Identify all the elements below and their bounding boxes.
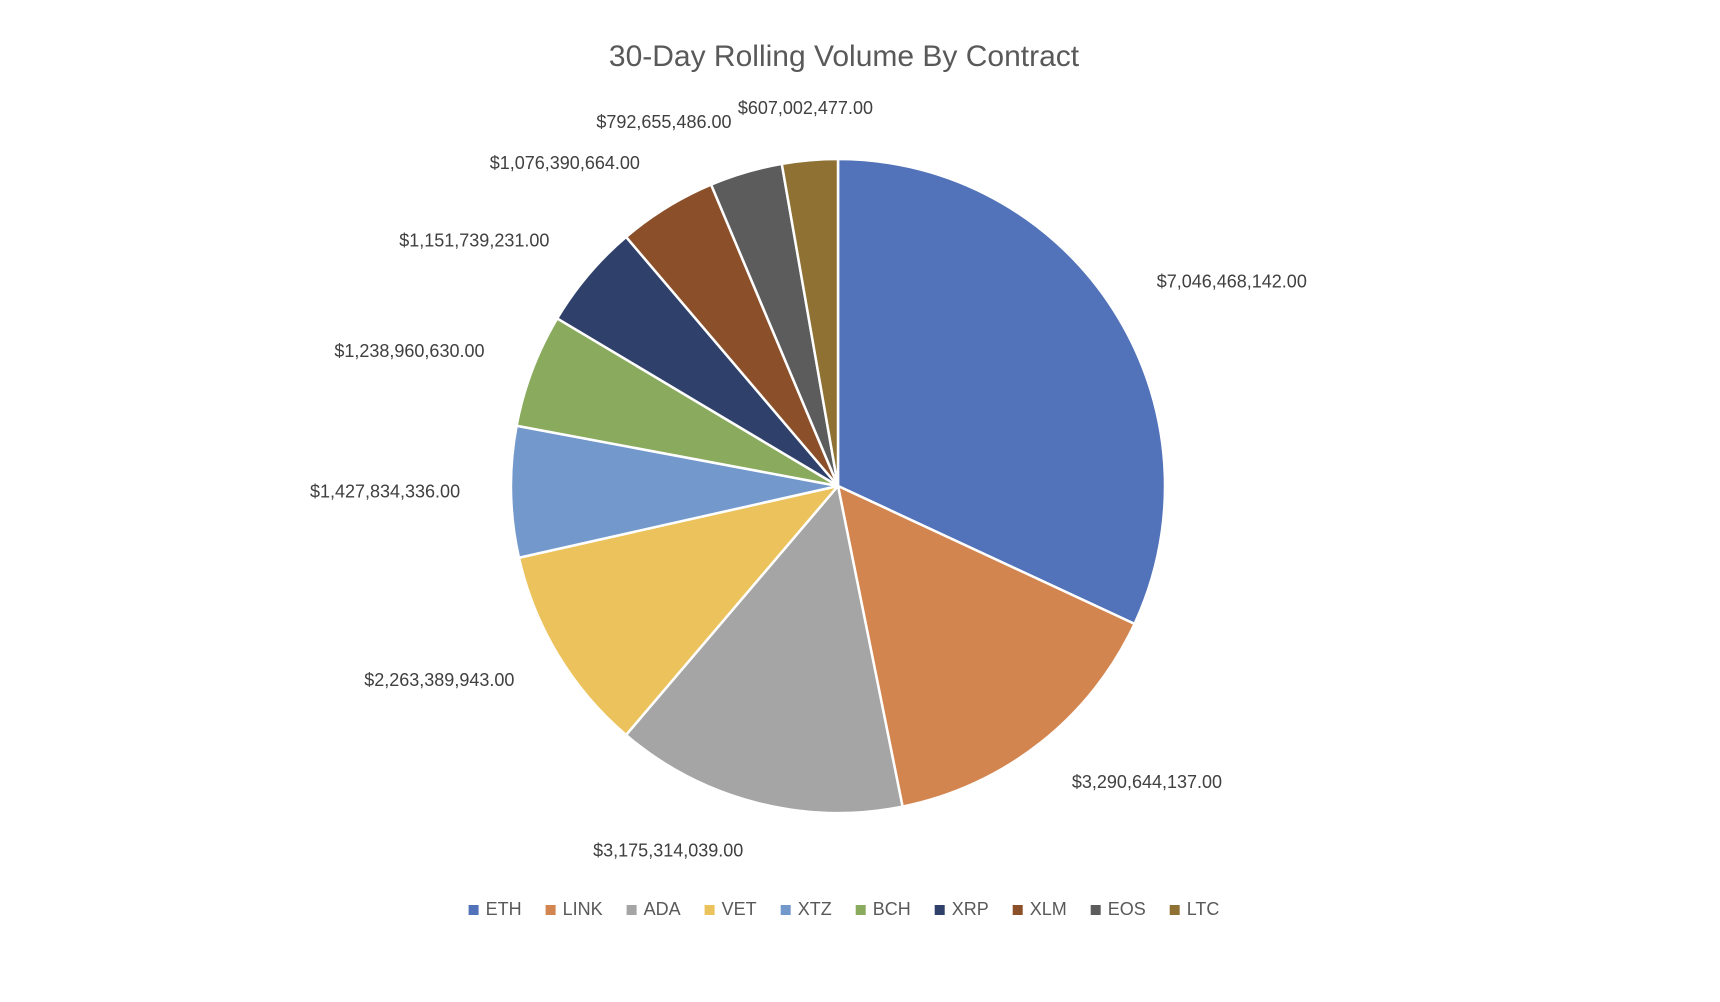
legend-label-bch: BCH xyxy=(873,899,911,919)
legend-item-link: LINK xyxy=(545,899,603,919)
data-label-xrp: $1,151,739,231.00 xyxy=(399,231,549,251)
legend-label-eth: ETH xyxy=(486,899,522,919)
pie-slice-vet xyxy=(517,484,840,737)
legend-item-eth: ETH xyxy=(468,899,522,919)
legend-item-ada: ADA xyxy=(626,899,681,919)
legend-item-eos: EOS xyxy=(1090,899,1146,919)
legend-label-ltc: LTC xyxy=(1187,899,1220,919)
chart-title: 30-Day Rolling Volume By Contract xyxy=(609,40,1080,73)
pie-slice-ada xyxy=(624,484,904,815)
legend-swatch-xtz xyxy=(780,905,791,915)
pie-slice-link xyxy=(836,484,1136,808)
legend-label-xtz: XTZ xyxy=(798,899,832,919)
legend-item-ltc: LTC xyxy=(1169,899,1220,919)
data-label-eos: $792,655,486.00 xyxy=(596,112,731,132)
data-label-xtz: $1,427,834,336.00 xyxy=(310,482,460,502)
data-labels: $7,046,468,142.00 $3,290,644,137.00 $3,175… xyxy=(310,98,1307,861)
legend-label-eos: EOS xyxy=(1108,899,1146,919)
legend-swatch-vet xyxy=(704,905,715,915)
legend-label-ada: ADA xyxy=(644,899,681,919)
legend-label-vet: VET xyxy=(722,899,757,919)
legend-swatch-ltc xyxy=(1169,905,1180,915)
legend-item-bch: BCH xyxy=(855,899,911,919)
data-label-xlm: $1,076,390,664.00 xyxy=(490,153,640,173)
legend-swatch-link xyxy=(545,905,556,915)
legend-swatch-eos xyxy=(1090,905,1101,915)
legend-label-link: LINK xyxy=(563,899,603,919)
legend-swatch-ada xyxy=(626,905,637,915)
legend-swatch-xlm xyxy=(1012,905,1023,915)
pie-slices xyxy=(509,157,1167,815)
data-label-vet: $2,263,389,943.00 xyxy=(364,670,514,690)
legend-label-xrp: XRP xyxy=(952,899,989,919)
legend: ETH LINK ADA VET XTZ BCH XRP XLM EOS LTC xyxy=(468,899,1220,919)
data-label-bch: $1,238,960,630.00 xyxy=(334,341,484,361)
legend-swatch-eth xyxy=(468,905,479,915)
legend-item-vet: VET xyxy=(704,899,757,919)
pie-slice-xtz xyxy=(509,424,840,559)
data-label-link: $3,290,644,137.00 xyxy=(1072,772,1222,792)
legend-swatch-xrp xyxy=(934,905,945,915)
data-label-eth: $7,046,468,142.00 xyxy=(1157,271,1307,291)
legend-item-xtz: XTZ xyxy=(780,899,832,919)
legend-swatch-bch xyxy=(855,905,866,915)
data-label-ada: $3,175,314,039.00 xyxy=(593,841,743,861)
legend-item-xlm: XLM xyxy=(1012,899,1067,919)
pie-slice-eth xyxy=(836,157,1167,626)
data-label-ltc: $607,002,477.00 xyxy=(738,98,873,118)
legend-label-xlm: XLM xyxy=(1030,899,1067,919)
legend-item-xrp: XRP xyxy=(934,899,989,919)
pie-slice-ltc xyxy=(780,157,840,488)
